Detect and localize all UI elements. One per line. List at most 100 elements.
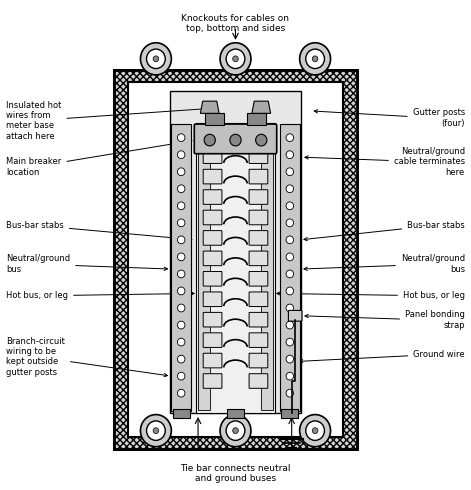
Text: Bus-bar stabs: Bus-bar stabs: [304, 221, 465, 241]
Circle shape: [178, 219, 185, 227]
Circle shape: [286, 338, 293, 346]
Circle shape: [153, 56, 159, 62]
Text: Neutral/ground
cable terminates
here: Neutral/ground cable terminates here: [305, 147, 465, 177]
FancyBboxPatch shape: [249, 251, 268, 266]
Bar: [196, 123, 275, 413]
FancyBboxPatch shape: [203, 292, 222, 307]
Circle shape: [178, 134, 185, 142]
Text: Neutral/ground
bus: Neutral/ground bus: [6, 254, 168, 274]
Text: Ground wire: Ground wire: [299, 350, 465, 363]
Circle shape: [178, 338, 185, 346]
Text: Branch-circuit
wiring to be
kept outside
gutter posts: Branch-circuit wiring to be kept outside…: [6, 337, 168, 377]
Circle shape: [220, 43, 251, 75]
Circle shape: [233, 428, 238, 434]
FancyBboxPatch shape: [203, 210, 222, 225]
Bar: [198, 133, 210, 410]
Circle shape: [286, 287, 293, 295]
Circle shape: [178, 355, 185, 363]
Circle shape: [226, 421, 245, 441]
Circle shape: [204, 134, 215, 146]
Text: Tie bar connects neutral
and ground buses: Tie bar connects neutral and ground buse…: [180, 464, 291, 483]
Circle shape: [178, 151, 185, 159]
FancyBboxPatch shape: [249, 333, 268, 347]
Circle shape: [286, 202, 293, 210]
Circle shape: [178, 270, 185, 278]
FancyBboxPatch shape: [203, 353, 222, 368]
Circle shape: [286, 151, 293, 159]
FancyBboxPatch shape: [249, 374, 268, 388]
Circle shape: [178, 168, 185, 175]
Circle shape: [312, 56, 318, 62]
Circle shape: [300, 415, 331, 447]
Bar: [114, 70, 128, 449]
FancyBboxPatch shape: [203, 251, 222, 266]
Text: Hot bus, or leg: Hot bus, or leg: [277, 292, 465, 300]
FancyBboxPatch shape: [205, 113, 224, 125]
Circle shape: [140, 43, 171, 75]
FancyBboxPatch shape: [249, 170, 268, 184]
FancyBboxPatch shape: [195, 124, 276, 154]
Text: Main breaker
location: Main breaker location: [6, 140, 192, 176]
Circle shape: [256, 134, 267, 146]
Circle shape: [178, 253, 185, 261]
Circle shape: [286, 185, 293, 193]
Circle shape: [286, 168, 293, 175]
Circle shape: [286, 372, 293, 380]
Bar: [227, 409, 244, 417]
Bar: [343, 70, 357, 449]
FancyBboxPatch shape: [203, 333, 222, 347]
FancyBboxPatch shape: [249, 292, 268, 307]
Circle shape: [146, 49, 165, 69]
Circle shape: [286, 355, 293, 363]
Bar: [281, 409, 298, 417]
Circle shape: [146, 421, 165, 441]
FancyBboxPatch shape: [203, 271, 222, 286]
Bar: [171, 124, 191, 411]
Circle shape: [286, 219, 293, 227]
Circle shape: [286, 321, 293, 329]
FancyBboxPatch shape: [203, 190, 222, 204]
Bar: [114, 435, 357, 449]
FancyBboxPatch shape: [203, 149, 222, 164]
Circle shape: [306, 49, 325, 69]
Text: Knockouts for cables on
top, bottom and sides: Knockouts for cables on top, bottom and …: [181, 14, 290, 33]
FancyBboxPatch shape: [203, 231, 222, 245]
Text: Hot bus, or leg: Hot bus, or leg: [6, 292, 194, 300]
FancyBboxPatch shape: [114, 70, 357, 449]
Circle shape: [286, 270, 293, 278]
Bar: [114, 70, 357, 84]
Text: Gutter posts
(four): Gutter posts (four): [314, 108, 465, 128]
FancyBboxPatch shape: [249, 271, 268, 286]
Circle shape: [153, 428, 159, 434]
Circle shape: [300, 43, 331, 75]
Bar: [114, 70, 357, 449]
FancyBboxPatch shape: [249, 231, 268, 245]
Circle shape: [286, 253, 293, 261]
Circle shape: [286, 389, 293, 397]
FancyBboxPatch shape: [288, 311, 302, 321]
Text: Insulated hot
wires from
meter base
attach here: Insulated hot wires from meter base atta…: [6, 100, 206, 141]
Circle shape: [306, 421, 325, 441]
FancyBboxPatch shape: [249, 353, 268, 368]
FancyBboxPatch shape: [249, 190, 268, 204]
Circle shape: [286, 304, 293, 312]
Text: Panel bonding
strap: Panel bonding strap: [305, 311, 465, 330]
Circle shape: [178, 304, 185, 312]
Polygon shape: [252, 101, 271, 113]
Text: Neutral/ground
bus: Neutral/ground bus: [304, 254, 465, 274]
Bar: [173, 409, 190, 417]
Bar: [261, 133, 273, 410]
Circle shape: [286, 236, 293, 244]
FancyBboxPatch shape: [203, 313, 222, 327]
Bar: [170, 92, 301, 413]
Circle shape: [230, 134, 241, 146]
Circle shape: [140, 415, 171, 447]
Circle shape: [312, 428, 318, 434]
Circle shape: [178, 202, 185, 210]
FancyBboxPatch shape: [247, 113, 266, 125]
FancyBboxPatch shape: [128, 82, 343, 437]
Bar: [280, 124, 300, 411]
Circle shape: [178, 185, 185, 193]
Circle shape: [178, 236, 185, 244]
FancyBboxPatch shape: [249, 210, 268, 225]
